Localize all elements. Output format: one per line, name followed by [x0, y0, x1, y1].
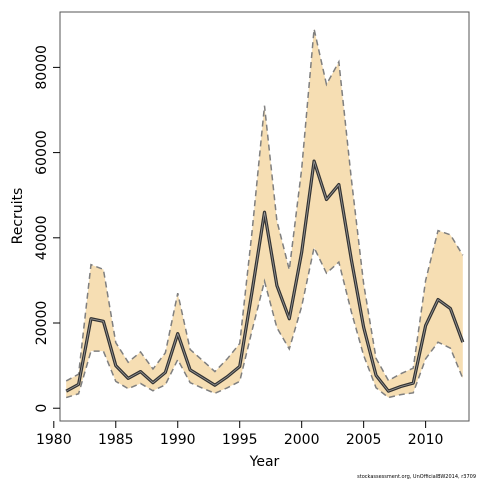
x-tick-label: 2010 — [408, 432, 444, 448]
y-tick-label: 60000 — [34, 130, 50, 175]
estimate-line — [66, 160, 464, 392]
y-tick-label: 0 — [34, 404, 50, 413]
x-tick-label: 1990 — [160, 432, 196, 448]
x-tick-label: 1985 — [98, 432, 134, 448]
x-tick-label: 2000 — [284, 432, 320, 448]
y-axis-label: Recruits — [10, 188, 26, 245]
x-tick-label: 1995 — [222, 432, 258, 448]
x-tick-label: 1980 — [36, 432, 72, 448]
upper-bound-line — [65, 28, 464, 382]
x-tick-label: 2005 — [346, 432, 382, 448]
x-axis-label: Year — [249, 454, 280, 470]
footnote-text: stockassessment.org, UnOfficialBW2014, r… — [357, 474, 476, 480]
lower-bound-line — [65, 245, 464, 399]
y-tick-label: 40000 — [34, 216, 50, 261]
y-tick-label: 80000 — [34, 45, 50, 90]
plot-area — [65, 28, 465, 399]
axes: 1980 1985 1990 1995 2000 2005 2010 0 20000 40000 6… — [34, 11, 470, 448]
y-tick-label: 20000 — [34, 301, 50, 346]
plot-frame — [59, 11, 470, 422]
